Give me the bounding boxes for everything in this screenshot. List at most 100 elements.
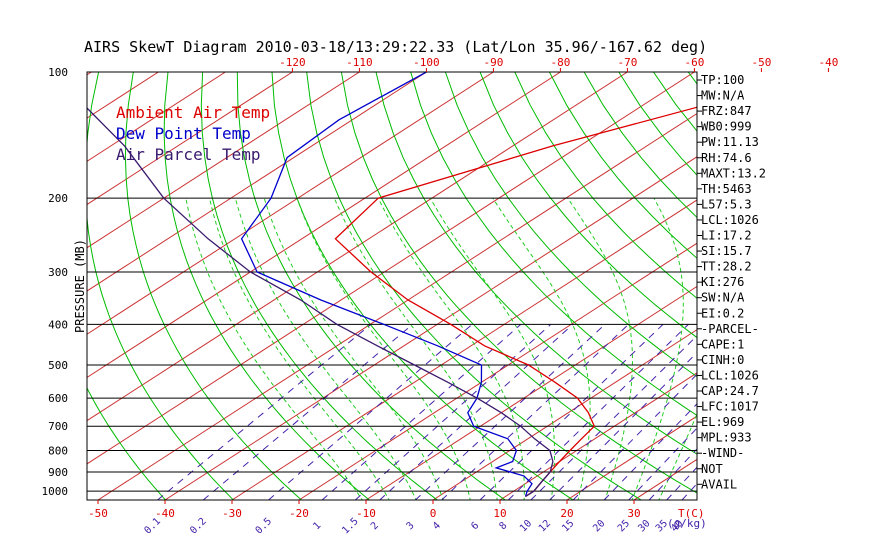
legend-entry: Ambient Air Temp (116, 103, 270, 122)
index-label: NOT (701, 462, 723, 476)
index-label: -WIND- (701, 446, 744, 460)
pressure-tick-label: 600 (48, 392, 68, 405)
mixing-ratio-label: 8 (498, 520, 510, 532)
bottom-temp-tick-label: 10 (493, 507, 506, 520)
index-label: LI:17.2 (701, 229, 752, 243)
dry-adiabat-line (444, 72, 697, 378)
bottom-temp-tick-label: -50 (88, 507, 108, 520)
bottom-temp-tick-label: -10 (356, 507, 376, 520)
mixing-ratio-unit: (g/kg) (667, 517, 707, 530)
top-temp-tick-label: -110 (346, 56, 373, 69)
index-label: SI:15.7 (701, 244, 752, 258)
bottom-temp-tick-label: 0 (430, 507, 437, 520)
isotherm-line (87, 72, 561, 379)
dry-adiabat-line (375, 72, 697, 455)
mixing-ratio-line (603, 403, 697, 500)
top-temp-tick-label: -40 (818, 56, 838, 69)
ambient-temp-line (334, 106, 697, 498)
moist-adiabat-line (333, 198, 498, 500)
isotherm-line (365, 285, 697, 500)
index-label: LCL:1026 (701, 368, 759, 382)
mixing-ratio-line (648, 448, 697, 500)
mixing-ratio-label: 6 (469, 520, 481, 532)
index-label: PW:11.13 (701, 135, 759, 149)
mixing-ratio-line (268, 323, 473, 500)
bottom-temp-tick-label: 30 (627, 507, 640, 520)
mixing-ratio-label: 3 (405, 520, 417, 532)
dry-adiabat-line (792, 72, 870, 502)
index-label: CAP:24.7 (701, 384, 759, 398)
moist-adiabat-line (263, 198, 444, 500)
isotherm-line (87, 72, 628, 422)
mixing-ratio-line (415, 323, 606, 500)
mixing-ratio-line (572, 373, 697, 500)
index-label: LFC:1017 (701, 400, 759, 414)
index-label: SW:N/A (701, 291, 745, 305)
moist-adiabat-line (296, 198, 471, 500)
dry-adiabat-line (758, 72, 870, 502)
mixing-ratio-label: 30 (636, 518, 652, 534)
moist-adiabat-line (209, 198, 390, 500)
top-temp-tick-label: -60 (684, 56, 704, 69)
moist-adiabat-line (631, 197, 684, 500)
top-temp-tick-label: -70 (617, 56, 637, 69)
index-label: KI:276 (701, 275, 744, 289)
isotherm-line (87, 72, 427, 292)
moist-adiabat-line (377, 197, 525, 500)
top-temp-tick-label: -90 (483, 56, 503, 69)
top-temp-tick-label: -120 (279, 56, 306, 69)
mixing-ratio-label: 10 (518, 518, 534, 534)
mixing-ratio-line (530, 335, 697, 500)
mixing-ratio-label: 0.2 (188, 516, 209, 537)
bottom-temp-tick-label: 20 (560, 507, 573, 520)
moist-adiabat-line (658, 412, 697, 500)
index-label: L57:5.3 (701, 197, 752, 211)
dry-adiabat-line (514, 72, 697, 299)
pressure-tick-label: 700 (48, 420, 68, 433)
top-temp-tick-label: -100 (413, 56, 440, 69)
mixing-ratio-line (441, 323, 629, 500)
mixing-ratio-label: 1 (311, 520, 323, 532)
mixing-ratio-label: 20 (591, 518, 607, 534)
index-label: MPL:933 (701, 431, 752, 445)
mixing-ratio-line (549, 351, 697, 500)
isotherm-line (87, 72, 695, 465)
dry-adiabat-line (410, 72, 697, 416)
top-temp-tick-label: -50 (751, 56, 771, 69)
isotherm-line (768, 72, 870, 500)
dry-adiabat-line (479, 72, 697, 339)
mixing-ratio-line (202, 323, 414, 500)
plot-frame (86, 71, 698, 501)
isotherm-line (164, 156, 697, 500)
index-label: -PARCEL- (701, 322, 759, 336)
mixing-ratio-line (321, 323, 522, 500)
moist-adiabat-line (185, 198, 363, 500)
mixing-ratio-line (379, 323, 574, 500)
pressure-tick-label: 800 (48, 445, 68, 458)
index-label: WB0:999 (701, 120, 752, 134)
grid-layer (87, 71, 870, 502)
pressure-tick-label: 1000 (42, 485, 69, 498)
pressure-tick-label: 100 (48, 66, 68, 79)
mixing-ratio-line (479, 323, 664, 500)
chart-title: AIRS SkewT Diagram 2010-03-18/13:29:22.3… (84, 38, 707, 56)
mixing-ratio-label: 25 (616, 518, 632, 534)
moist-adiabat-line (234, 198, 417, 500)
dry-adiabat-line (306, 72, 643, 500)
legend-entry: Air Parcel Temp (116, 145, 261, 164)
isotherm-line (298, 242, 697, 500)
isotherm-line (231, 199, 697, 500)
mixing-ratio-label: 2 (369, 520, 381, 532)
moist-adiabat-line (429, 197, 555, 500)
bottom-temp-tick-label: -20 (289, 507, 309, 520)
isotherm-line (87, 72, 293, 206)
index-label: CINH:0 (701, 353, 744, 367)
pressure-tick-label: 900 (48, 466, 68, 479)
pressure-tick-label: 300 (48, 266, 68, 279)
isotherm-line (87, 72, 360, 249)
mixing-ratio-line (507, 323, 689, 500)
index-label: EL:969 (701, 415, 744, 429)
dry-adiabat-line (548, 72, 697, 259)
